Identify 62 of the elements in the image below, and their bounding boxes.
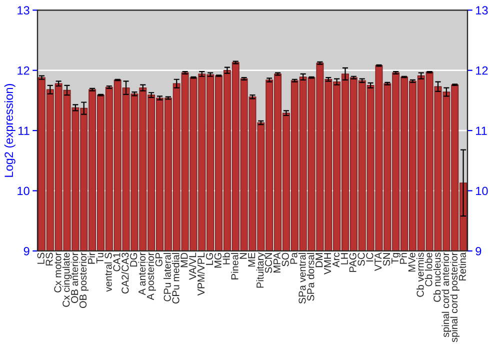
x-tick-label: SN (383, 253, 390, 266)
x-tick-label: MPA (274, 252, 280, 272)
x-tick-label: Pineal (230, 253, 238, 280)
x-tick-label: Pn (400, 252, 407, 264)
y-tick-label: 10 (18, 186, 30, 196)
x-tick-label: OB anterior (70, 252, 78, 303)
x-tick-label: MG (214, 253, 222, 268)
x-tick-label: VA/VL (188, 252, 196, 280)
x-tick-label: MD (180, 252, 188, 268)
y2-tick-label: 13 (476, 6, 488, 15)
x-tick-label: DG (130, 253, 138, 267)
x-tick-label: CA2/CA3 (121, 252, 129, 294)
y-tick-label: 11 (18, 126, 30, 135)
x-tick-label: Hb (222, 252, 230, 264)
x-tick-label: Pituitary (256, 252, 266, 288)
y2-tick-label: 10 (476, 186, 488, 196)
x-tick-label: MVe (408, 252, 416, 272)
x-tick-label: LH (340, 253, 348, 264)
y-tick-label: 12 (18, 66, 30, 75)
x-tick-label: DM (316, 253, 323, 268)
x-tick-label: OB posterior (79, 252, 89, 308)
x-tick-label: Tu (96, 253, 104, 264)
x-tick-label: Cb nucleus (433, 252, 441, 302)
x-tick-label: Pa (290, 252, 298, 264)
x-tick-label: N (240, 253, 247, 259)
x-tick-label: Retina (458, 252, 466, 280)
x-tick-label: GP (155, 252, 162, 266)
y2-tick-label: 9 (476, 246, 482, 256)
x-tick-label: Pir (88, 252, 95, 264)
x-tick-label: ME (248, 252, 256, 267)
x-tick-label: Tg (392, 252, 400, 264)
x-tick-label: Cx cingulate (62, 252, 72, 307)
x-tick-label: Arc (332, 252, 340, 268)
y-tick-label: 9 (24, 246, 30, 256)
x-tick-label: SC (358, 252, 365, 266)
x-tick-label: spinal cord posterior (450, 252, 460, 342)
x-tick-label: VPM/VPL (197, 252, 205, 296)
x-tick-label: spinal cord anterior (442, 252, 452, 338)
x-tick-label: Cb lobe (424, 252, 432, 286)
y-axis-title: Log2 (expression) (4, 84, 16, 177)
x-tick-label: SCN (264, 253, 272, 273)
x-tick-label: LS (37, 252, 44, 264)
x-tick-label: IC (366, 252, 374, 262)
x-tick-label: RS (46, 252, 53, 266)
x-tick-label: A anterior (138, 252, 146, 296)
y2-tick-label: 11 (476, 126, 487, 135)
x-tick-label: VTA (374, 252, 382, 272)
x-tick-label: PAG (349, 253, 356, 272)
x-tick-label: CPu lateral (164, 253, 171, 302)
x-tick-label: SO (282, 252, 289, 266)
x-tick-label: ventral S (104, 252, 112, 292)
y2-tick-label: 12 (476, 66, 488, 75)
x-tick-label: SPa dorsal (306, 253, 314, 301)
x-tick-label: SPa ventral (298, 253, 306, 304)
x-tick-label: CPu medial (172, 253, 180, 304)
x-tick-label: A posterior (146, 252, 156, 300)
x-tick-label: Cx motor (54, 252, 62, 292)
x-tick-label: VMH (324, 253, 331, 275)
x-tick-label: LG (206, 253, 214, 265)
y-tick-label: 13 (18, 6, 30, 15)
x-tick-label: Cb vermis (416, 252, 424, 297)
x-tick-label: CA1 (113, 252, 120, 272)
